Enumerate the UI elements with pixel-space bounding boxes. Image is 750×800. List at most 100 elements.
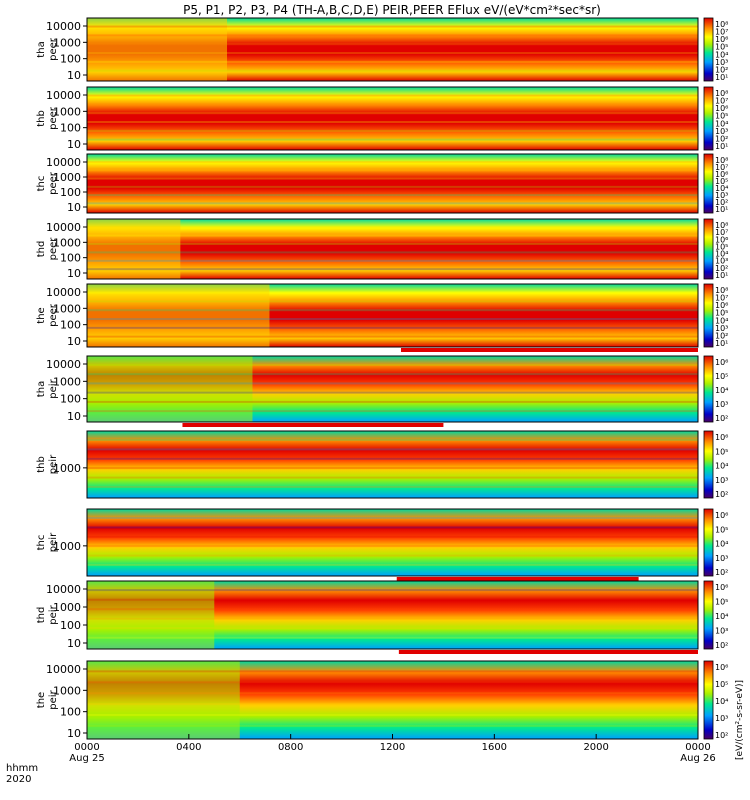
texture-stripe	[87, 300, 698, 303]
y-tick-label: 100	[60, 122, 81, 135]
colorbar-tick-label: 10³	[715, 257, 728, 266]
y-tick-label: 100	[60, 53, 81, 66]
y-tick-label: 1000	[53, 684, 81, 697]
colorbar-tick-label: 10⁶	[715, 104, 728, 113]
texture-stripe	[87, 526, 698, 529]
texture-stripe	[87, 608, 698, 611]
texture-stripe	[87, 326, 698, 329]
panel-label-instrument: peer	[48, 171, 59, 195]
texture-stripe	[87, 467, 698, 470]
panel-label-instrument: peer	[48, 237, 59, 261]
mode-bar	[400, 348, 698, 352]
colorbar-tick-label: 10⁴	[715, 462, 728, 471]
y-tick-label: 10000	[46, 221, 81, 234]
y-tick-label: 10	[67, 201, 81, 214]
colorbar-tick-label: 10²	[715, 65, 728, 74]
x-tick-label: 2000	[583, 742, 608, 753]
pre-transition-region	[87, 284, 270, 347]
y-tick-label: 1000	[53, 302, 81, 315]
texture-stripe	[87, 43, 698, 46]
texture-stripe	[87, 251, 698, 254]
spectrogram	[87, 154, 698, 213]
colorbar-tick-label: 10⁵	[715, 43, 728, 52]
colorbar-tick-label: 10²	[715, 134, 728, 143]
texture-stripe	[87, 589, 698, 592]
colorbar-tick-label: 10¹	[715, 339, 728, 348]
panel-label-instrument: peir	[48, 689, 59, 709]
texture-stripe	[87, 448, 698, 451]
y-tick-label: 1000	[53, 236, 81, 249]
texture-stripe	[87, 103, 698, 106]
colorbar-tick-label: 10⁷	[715, 228, 728, 237]
colorbar-tick-label: 10⁷	[715, 28, 728, 37]
texture-stripe	[87, 34, 698, 37]
panel-label-probe: tha	[36, 381, 47, 397]
texture-stripe	[87, 517, 698, 520]
panel-frame	[86, 17, 699, 82]
panel-frame	[86, 508, 699, 577]
colorbar	[703, 660, 714, 740]
panel-thc-peir: 1000 thc peir 10⁶ 10⁵ 10⁴ 10³ 10²	[36, 508, 728, 581]
panel-frame	[86, 355, 699, 423]
texture-stripe	[87, 476, 698, 479]
y-tick-label: 10	[67, 69, 81, 82]
texture-stripe	[87, 243, 698, 245]
texture-stripe	[87, 563, 698, 566]
colorbar-tick-label: 10¹	[715, 271, 728, 280]
colorbar-tick-label: 10²	[715, 641, 728, 650]
texture-stripe	[87, 335, 698, 338]
plot-title: P5, P1, P2, P3, P4 (TH-A,B,C,D,E) PEIR,P…	[183, 3, 601, 17]
colorbar-tick-label: 10⁴	[715, 316, 728, 325]
colorbar-tick-label: 10⁴	[715, 540, 728, 549]
y-tick-label: 10	[67, 267, 81, 280]
panel-label-instrument: peir	[48, 532, 59, 552]
x-tick-label: 0400	[176, 742, 201, 753]
panel-thd-peir: 10000 1000 100 10 thd peir 10⁶ 10⁵ 10⁴ 10³ 10²	[36, 580, 728, 654]
colorbar-tick-label: 10⁶	[715, 301, 728, 310]
colorbar-tick-label: 10⁵	[715, 680, 728, 689]
colorbar	[703, 508, 714, 577]
texture-stripe	[87, 185, 698, 188]
colorbar-tick-label: 10²	[715, 198, 728, 207]
y-tick-label: 10	[67, 727, 81, 740]
colorbar-tick-label: 10⁶	[715, 511, 728, 520]
texture-stripe	[87, 291, 698, 294]
y-tick-label: 10000	[46, 89, 81, 102]
texture-stripe	[87, 439, 698, 442]
time-axis-label-year: 2020	[6, 774, 31, 785]
colorbar-tick-label: 10⁷	[715, 97, 728, 106]
colorbar-tick-label: 10⁴	[715, 119, 728, 128]
texture-stripe	[87, 670, 698, 673]
texture-stripe	[87, 268, 698, 271]
panel-label-instrument: peir	[48, 454, 59, 474]
colorbar-tick-label: 10⁸	[715, 156, 728, 165]
colorbar-tick-label: 10⁸	[715, 221, 728, 230]
y-tick-label: 1000	[53, 171, 81, 184]
spectrogram	[87, 87, 698, 150]
y-tick-label: 10	[67, 637, 81, 650]
texture-stripe	[87, 714, 698, 717]
colorbar-tick-label: 10⁴	[715, 697, 728, 706]
colorbar-tick-label: 10⁶	[715, 663, 728, 672]
mode-bar	[398, 650, 698, 654]
colorbar-tick-label: 10⁷	[715, 163, 728, 172]
x-date-label: Aug 25	[69, 753, 104, 764]
y-tick-label: 10	[67, 138, 81, 151]
texture-stripe	[87, 169, 698, 172]
texture-stripe	[87, 692, 698, 695]
colorbar-axis-label: [eV/(cm²-s-sr-eV)]	[735, 680, 745, 760]
panel-label-probe: thc	[36, 535, 47, 551]
colorbar-tick-label: 10⁵	[715, 372, 728, 381]
colorbar-tick-label: 10⁵	[715, 447, 728, 456]
texture-stripe	[87, 129, 698, 132]
panel-label-instrument: peir	[48, 378, 59, 398]
colorbar-tick-label: 10⁴	[715, 184, 728, 193]
colorbar-tick-label: 10³	[715, 127, 728, 136]
colorbar-tick-label: 10⁸	[715, 286, 728, 295]
texture-stripe	[87, 636, 698, 639]
